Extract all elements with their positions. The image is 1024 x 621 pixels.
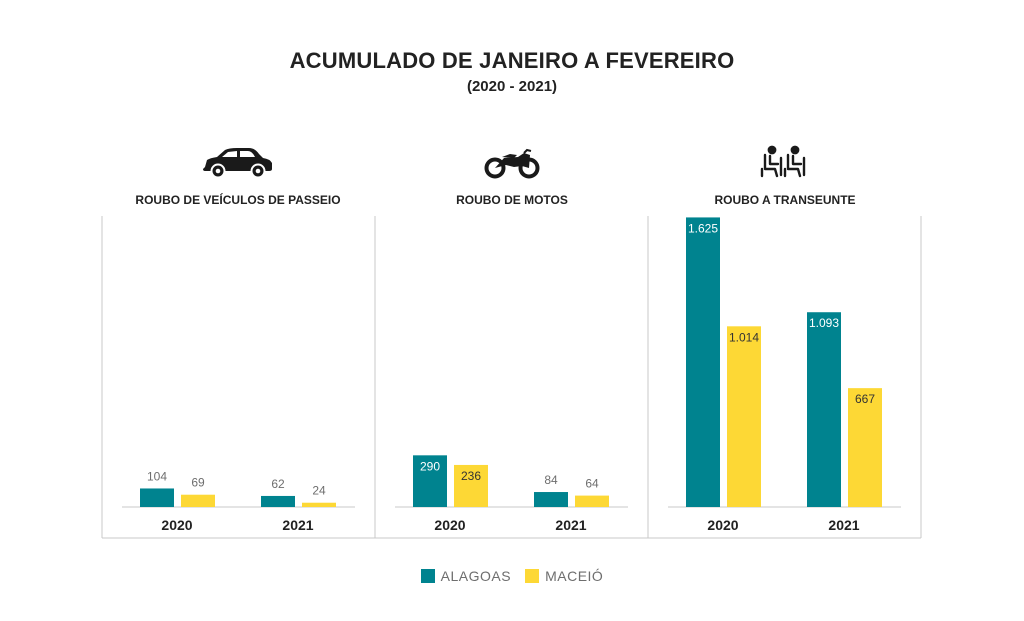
bar-alagoas-2021 xyxy=(807,312,841,507)
x-tick-label: 2021 xyxy=(555,517,586,533)
data-label: 290 xyxy=(420,459,440,473)
bar-alagoas-2020 xyxy=(413,455,447,507)
panel-title-motos: ROUBO DE MOTOS xyxy=(456,193,568,207)
legend-item-alagoas: ALAGOAS xyxy=(420,568,512,584)
x-tick-label: 2020 xyxy=(161,517,192,533)
x-tick-label: 2021 xyxy=(282,517,313,533)
bar-maceio-2021 xyxy=(575,495,609,507)
x-tick-label: 2020 xyxy=(707,517,738,533)
legend-swatch-alagoas xyxy=(420,569,435,583)
x-tick-label: 2021 xyxy=(828,517,859,533)
legend-swatch-maceio xyxy=(525,569,540,583)
bar-alagoas-2020 xyxy=(140,488,174,507)
panel-title-transeunte: ROUBO A TRANSEUNTE xyxy=(714,193,856,207)
data-label: 1.093 xyxy=(809,316,839,330)
data-label: 24 xyxy=(312,484,326,498)
bar-maceio-2020 xyxy=(454,464,488,507)
data-label: 667 xyxy=(855,392,875,406)
pedestrians-icon xyxy=(760,145,806,178)
legend-label-alagoas: ALAGOAS xyxy=(440,568,512,584)
bar-maceio-2020 xyxy=(181,494,215,507)
panel-header-motos: ROUBO DE MOTOS xyxy=(376,145,648,207)
x-tick-label: 2020 xyxy=(434,517,465,533)
legend-item-maceio: MACEIÓ xyxy=(525,568,603,584)
data-label: 84 xyxy=(544,473,558,487)
data-label: 1.014 xyxy=(729,330,759,344)
chart-subtitle: (2020 - 2021) xyxy=(466,78,558,95)
legend-label-maceio: MACEIÓ xyxy=(545,568,604,584)
data-label: 64 xyxy=(585,477,599,491)
data-label: 62 xyxy=(271,477,285,491)
bar-maceio-2020 xyxy=(727,326,761,507)
bar-maceio-2021 xyxy=(302,502,336,507)
data-label: 104 xyxy=(147,469,167,483)
panel-header-transeunte: ROUBO A TRANSEUNTE xyxy=(649,145,921,207)
car-icon xyxy=(203,148,272,179)
bar-maceio-2021 xyxy=(848,388,882,507)
legend: ALAGOAS MACEIÓ xyxy=(0,568,1024,584)
motorcycle-icon xyxy=(484,148,540,179)
data-label: 69 xyxy=(191,476,205,490)
panel-title-cars: ROUBO DE VEÍCULOS DE PASSEIO xyxy=(135,193,341,207)
bar-alagoas-2021 xyxy=(534,492,568,507)
chart-title: ACUMULADO DE JANEIRO A FEVEREIRO xyxy=(289,48,735,73)
panel-header-cars: ROUBO DE VEÍCULOS DE PASSEIO xyxy=(102,145,374,207)
data-label: 1.625 xyxy=(688,221,718,235)
data-label: 236 xyxy=(461,469,481,483)
bar-alagoas-2021 xyxy=(261,495,295,507)
bar-alagoas-2020 xyxy=(686,217,720,508)
